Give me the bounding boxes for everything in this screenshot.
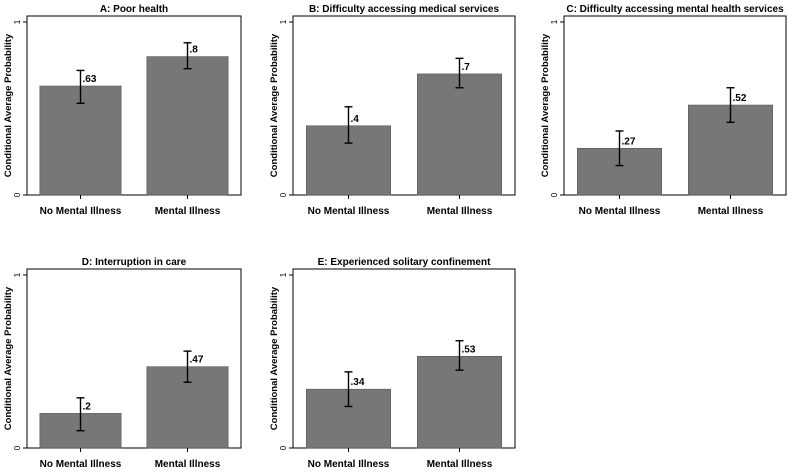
data-label: .7 <box>462 62 471 73</box>
data-label: .4 <box>351 114 360 125</box>
data-label: .53 <box>462 344 476 355</box>
y-tick-label: 0 <box>13 192 22 197</box>
data-label: .8 <box>190 45 199 56</box>
y-axis-title: Conditional Average Probability <box>269 33 280 177</box>
y-axis-title: Conditional Average Probability <box>540 33 551 177</box>
y-tick-label: 1 <box>13 19 22 24</box>
x-category-label: Mental Illness <box>155 206 221 217</box>
bar <box>146 56 229 196</box>
x-category-label: No Mental Illness <box>579 206 661 217</box>
bar <box>39 85 122 196</box>
chart-panel: B: Difficulty accessing medical services… <box>269 4 516 217</box>
data-label: .47 <box>190 355 204 366</box>
y-axis-title: Conditional Average Probability <box>3 33 14 177</box>
y-tick-label: 0 <box>279 445 288 450</box>
bar <box>417 356 502 449</box>
panel-title: C: Difficulty accessing mental health se… <box>566 4 784 15</box>
chart-panel: E: Experienced solitary confinement 0 1 Con… <box>269 257 516 470</box>
y-tick-label: 0 <box>13 445 22 450</box>
x-category-label: Mental Illness <box>155 459 221 470</box>
panel-title: D: Interruption in care <box>82 257 187 268</box>
chart-panel: D: Interruption in care 0 1 Conditional Ave… <box>3 257 242 470</box>
x-category-label: Mental Illness <box>698 206 764 217</box>
y-tick-label: 0 <box>279 192 288 197</box>
y-tick-label: 0 <box>550 192 559 197</box>
x-category-label: No Mental Illness <box>308 206 390 217</box>
x-category-label: Mental Illness <box>427 459 493 470</box>
data-label: .2 <box>83 401 92 412</box>
y-tick-label: 1 <box>13 272 22 277</box>
data-label: .52 <box>733 93 747 104</box>
plot-frame <box>563 15 787 196</box>
panel-title: A: Poor health <box>100 4 168 15</box>
x-category-label: Mental Illness <box>427 206 493 217</box>
chart-panel: A: Poor health 0 1 Conditional Average Prob… <box>3 4 242 217</box>
y-tick-label: 1 <box>279 272 288 277</box>
data-label: .27 <box>622 136 636 147</box>
x-category-label: No Mental Illness <box>308 459 390 470</box>
y-tick-label: 1 <box>279 19 288 24</box>
chart-panel: C: Difficulty accessing mental health se… <box>540 4 787 217</box>
x-category-label: No Mental Illness <box>40 206 122 217</box>
data-label: .63 <box>83 74 97 85</box>
y-axis-title: Conditional Average Probability <box>3 286 14 430</box>
plot-frame <box>292 15 516 196</box>
panel-title: E: Experienced solitary confinement <box>318 257 491 268</box>
x-category-label: No Mental Illness <box>40 459 122 470</box>
y-axis-title: Conditional Average Probability <box>269 286 280 430</box>
y-tick-label: 1 <box>550 19 559 24</box>
bar <box>417 73 502 196</box>
data-label: .34 <box>351 377 365 388</box>
plot-frame <box>26 268 242 449</box>
plot-frame <box>292 268 516 449</box>
plot-frame <box>26 15 242 196</box>
panel-title: B: Difficulty accessing medical services <box>309 4 500 15</box>
